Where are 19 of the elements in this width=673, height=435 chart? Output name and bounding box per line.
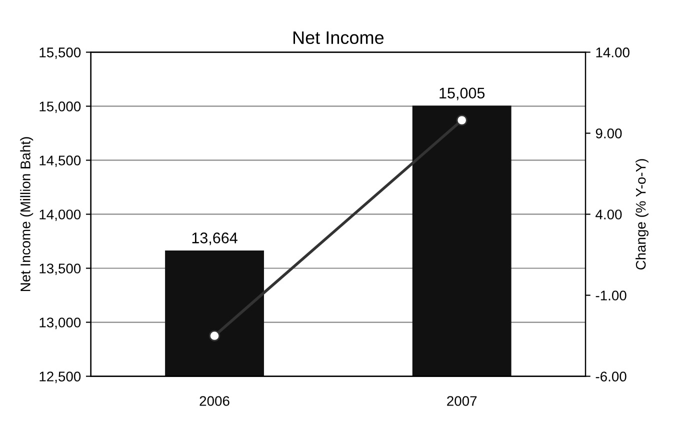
y2-tick-label: -6.00 <box>596 372 626 382</box>
y-axis-title: Net Income (Million Baht) <box>20 137 34 292</box>
y-tick-label: 13,000 <box>40 318 81 330</box>
chart-title: Net Income <box>294 31 384 44</box>
y2-tick-label: 4.00 <box>596 210 622 220</box>
y2-tick-label: -1.00 <box>596 290 626 300</box>
y-tick-label: 15,500 <box>40 48 81 60</box>
y-tick-label: 14,000 <box>40 210 81 222</box>
data-label: 15,005 <box>440 88 485 100</box>
y2-axis-title: Change (% Y-o-Y) <box>636 159 648 270</box>
x-tick-label: 2007 <box>447 396 477 406</box>
y-tick-label: 15,000 <box>40 102 81 114</box>
y-tick-label: 13,500 <box>40 264 81 276</box>
y-tick-label: 14,500 <box>40 156 81 168</box>
y2-tick-label: 14.00 <box>596 48 630 58</box>
x-tick-label: 2006 <box>200 396 230 406</box>
data-label: 13,664 <box>192 232 238 246</box>
y2-tick-label: 9.00 <box>596 128 622 138</box>
y-tick-label: 12,500 <box>40 372 81 384</box>
